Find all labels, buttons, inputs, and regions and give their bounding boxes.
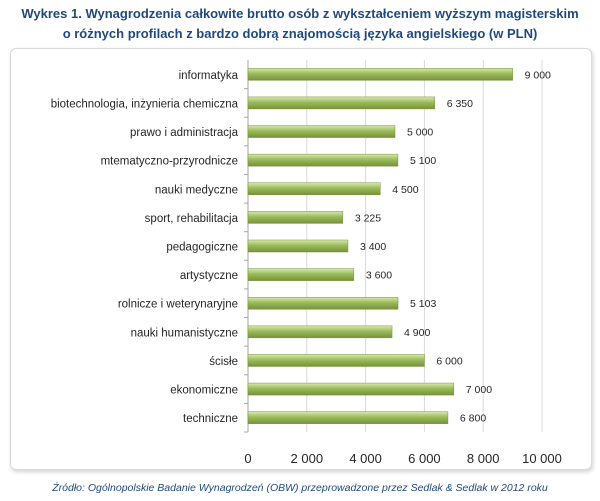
bar	[247, 325, 393, 339]
category-label: mtematyczno-przyrodnicze	[101, 156, 238, 168]
gridlines	[244, 60, 543, 433]
category-label: sport, rehabilitacja	[145, 213, 239, 225]
bar	[247, 354, 425, 367]
value-label: 3 600	[366, 270, 392, 282]
bar	[247, 68, 513, 81]
bar	[247, 411, 449, 424]
bar	[247, 153, 399, 167]
x-tick-label: 0	[244, 451, 251, 466]
x-tick-label: 10 000	[522, 451, 562, 466]
source-note: Źródło: Ogólnopolskie Badanie Wynagrodze…	[52, 482, 548, 494]
x-tick-label: 2 000	[291, 451, 324, 466]
category-label: ścisłe	[209, 356, 238, 368]
x-tick-label: 6 000	[408, 451, 441, 466]
bars	[247, 68, 513, 424]
bar	[247, 296, 399, 310]
value-label: 3 225	[355, 212, 381, 224]
bar	[247, 125, 396, 138]
x-tick-label: 4 000	[349, 451, 382, 466]
category-label: prawo i administracja	[130, 127, 239, 139]
bar-chart: 0 2 000 4 000 6 000 8 000 10 000 informatyka 9 …	[51, 60, 562, 466]
category-label: pedagogiczne	[166, 242, 238, 254]
chart-frame	[10, 48, 592, 470]
labels: 0 2 000 4 000 6 000 8 000 10 000 informatyka 9 …	[51, 69, 562, 466]
value-label: 6 000	[436, 355, 462, 367]
value-label: 4 500	[392, 184, 418, 196]
value-label: 5 000	[407, 127, 433, 139]
value-label: 6 800	[460, 413, 486, 425]
value-label: 9 000	[525, 69, 551, 81]
category-label: biotechnologia, inżynieria chemiczna	[51, 98, 239, 110]
category-label: ekonomiczne	[170, 385, 238, 397]
bar	[247, 182, 381, 196]
x-tick-label: 8 000	[467, 451, 500, 466]
chart-title-line-1: Wykres 1. Wynagrodzenia całkowite brutto…	[21, 6, 579, 21]
value-label: 3 400	[360, 241, 386, 253]
category-label: rolnicze i weterynaryjne	[118, 299, 238, 311]
bar	[247, 211, 344, 224]
chart-title: Wykres 1. Wynagrodzenia całkowite brutto…	[0, 4, 600, 44]
value-label: 6 350	[447, 98, 473, 110]
bar	[247, 239, 349, 253]
category-label: artystyczne	[180, 270, 238, 282]
category-label: techniczne	[183, 413, 238, 425]
category-label: nauki humanistyczne	[131, 327, 238, 339]
category-label: informatyka	[179, 70, 239, 82]
chart-title-line-2: o różnych profilach z bardzo dobrą znajo…	[62, 26, 538, 41]
category-label: nauki medyczne	[155, 184, 238, 196]
value-label: 7 000	[466, 384, 492, 396]
value-label: 5 100	[410, 155, 436, 167]
bar	[247, 268, 355, 281]
bar	[247, 96, 435, 110]
bar	[247, 382, 455, 396]
value-label: 5 103	[410, 298, 436, 310]
value-label: 4 900	[404, 327, 430, 339]
